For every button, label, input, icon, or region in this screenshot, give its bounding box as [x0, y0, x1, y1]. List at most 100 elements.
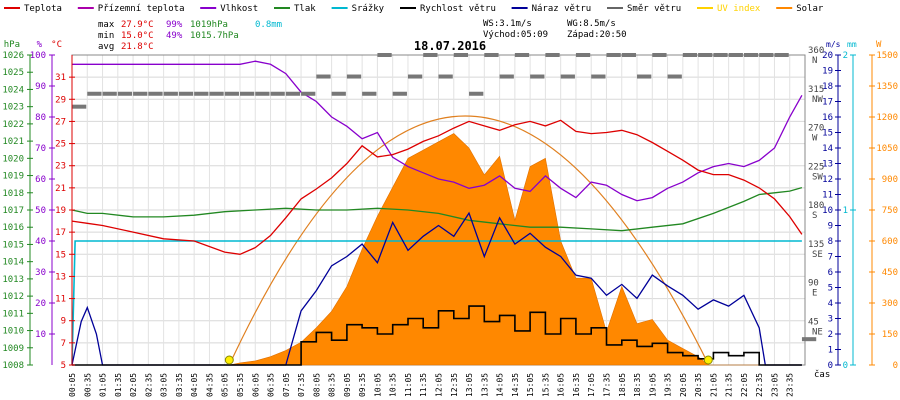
wind-direction-mark — [698, 53, 713, 57]
wind-direction-mark — [713, 53, 728, 57]
x-tick-label: 12:35 — [450, 373, 459, 397]
pressure-axis-tick-label: 1009 — [2, 344, 24, 354]
wind-direction-mark — [362, 91, 377, 96]
wind-axis-tick-label: 5 — [828, 284, 833, 294]
x-tick-label: 17:35 — [602, 373, 611, 397]
wind-direction-mark — [285, 91, 301, 96]
x-axis-unit: čas — [814, 369, 830, 380]
wind-direction-mark — [728, 53, 743, 57]
direction-tick-compass: NE — [812, 327, 823, 337]
wind-direction-mark — [148, 91, 163, 96]
wind-direction-mark — [87, 91, 102, 96]
rain-axis-tick-label: 0 — [843, 361, 848, 371]
wind-direction-mark — [591, 74, 606, 79]
x-tick-label: 11:35 — [419, 373, 428, 397]
wind-axis-tick-label: 14 — [822, 144, 833, 154]
wind-direction-mark — [637, 74, 652, 79]
wind-axis-tick-label: 4 — [828, 299, 833, 309]
x-tick-label: 13:05 — [465, 373, 474, 397]
stats-max-temp: 27.9°C — [121, 20, 154, 30]
sunrise-marker — [224, 355, 234, 365]
pressure-axis-tick-label: 1013 — [2, 275, 24, 285]
x-tick-label: 21:05 — [709, 373, 718, 397]
solar-axis-tick-label: 1050 — [876, 144, 898, 154]
x-tick-label: 04:05 — [190, 373, 199, 397]
wind-direction-mark — [545, 53, 560, 57]
pressure-axis-tick-label: 1008 — [2, 361, 24, 371]
x-tick-label: 17:05 — [587, 373, 596, 397]
stats-max-label: max — [98, 20, 115, 30]
pressure-axis-tick-label: 1014 — [2, 258, 24, 268]
humidity-axis-tick-label: 50 — [35, 206, 46, 216]
direction-tick-value: 180 — [808, 201, 824, 211]
x-tick-label: 16:05 — [557, 373, 566, 397]
legend-label-gust: Náraz větru — [532, 4, 592, 14]
stats-avg-temp: 21.8°C — [121, 42, 154, 52]
x-tick-label: 22:35 — [755, 373, 764, 397]
pressure-axis-tick-label: 1017 — [2, 206, 24, 216]
wind-axis-tick-label: 6 — [828, 268, 833, 278]
solar-axis-tick-label: 900 — [882, 175, 898, 185]
wind-direction-mark — [652, 53, 667, 57]
pressure-axis-tick-label: 1024 — [2, 85, 24, 95]
x-tick-label: 15:05 — [526, 373, 535, 397]
pressure-axis-tick-label: 1020 — [2, 154, 24, 164]
wind-direction-mark — [346, 74, 362, 79]
wind-axis-tick-label: 15 — [822, 129, 833, 139]
x-tick-label: 00:05 — [68, 373, 77, 397]
stats-max-hum: 99% — [166, 20, 183, 30]
temperature-axis-tick-label: 11 — [55, 295, 66, 305]
x-tick-label: 05:05 — [221, 373, 230, 397]
x-tick-label: 20:05 — [679, 373, 688, 397]
temperature-line — [71, 119, 803, 255]
x-tick-label: 10:35 — [389, 373, 398, 397]
direction-tick-compass: N — [812, 56, 817, 66]
x-tick-label: 23:05 — [770, 373, 779, 397]
sunset-time: Západ:20:50 — [567, 30, 627, 40]
pressure-axis-tick-label: 1015 — [2, 240, 24, 250]
legend: Teplota Přízemní teplota Vlhkost Tlak Srážky… — [4, 4, 824, 14]
wind-axis-tick-label: 13 — [822, 160, 833, 170]
legend-label-hum: Vlhkost — [220, 4, 258, 14]
temperature-axis-tick-label: 13 — [55, 272, 66, 282]
x-tick-label: 20:35 — [694, 373, 703, 397]
wind-axis-tick-label: 12 — [822, 175, 833, 185]
direction-tick-value: 270 — [808, 124, 824, 134]
stats-avg-label: avg — [98, 42, 114, 52]
wind-direction-mark — [484, 53, 499, 57]
wind-direction-mark — [377, 53, 392, 57]
x-tick-label: 13:35 — [480, 373, 489, 397]
sunset-marker — [703, 355, 713, 365]
x-tick-label: 08:35 — [328, 373, 337, 397]
direction-tick-value: 135 — [808, 240, 824, 250]
legend-label-dir: Směr větru — [627, 4, 681, 14]
temperature-axis-tick-label: 15 — [55, 250, 66, 260]
stats-min-press: 1015.7hPa — [190, 31, 239, 41]
solar-axis-tick-label: 450 — [882, 268, 898, 278]
wind-axis-tick-label: 20 — [822, 51, 833, 61]
x-tick-label: 11:05 — [404, 373, 413, 397]
pressure-axis-tick-label: 1019 — [2, 172, 24, 182]
x-tick-label: 18:35 — [633, 373, 642, 397]
legend-label-rain: Srážky — [352, 4, 385, 14]
stats-min-temp: 15.0°C — [121, 31, 154, 41]
wind-axis-tick-label: 16 — [822, 113, 833, 123]
wind-direction-mark — [209, 91, 224, 96]
x-tick-label: 10:05 — [373, 373, 382, 397]
wind-speed-line — [72, 305, 802, 366]
rain-axis-tick-label: 2 — [843, 51, 848, 61]
solar-axis-tick-label: 150 — [882, 330, 898, 340]
wind-direction-mark — [743, 53, 759, 57]
temperature-axis-tick-label: 17 — [55, 228, 66, 238]
wind-direction-mark — [270, 91, 285, 96]
wind-direction-mark — [801, 337, 817, 342]
wind-direction-mark — [453, 53, 469, 57]
wind-axis-tick-label: 2 — [828, 330, 833, 340]
solar-axis-tick-label: 300 — [882, 299, 898, 309]
wind-axis-tick-label: 3 — [828, 315, 833, 325]
wind-axis-unit: m/s — [826, 40, 841, 49]
solar-axis-tick-label: 0 — [893, 361, 898, 371]
wind-direction-mark — [178, 91, 194, 96]
legend-label-press: Tlak — [294, 4, 316, 14]
stats-min-label: min — [98, 31, 114, 41]
